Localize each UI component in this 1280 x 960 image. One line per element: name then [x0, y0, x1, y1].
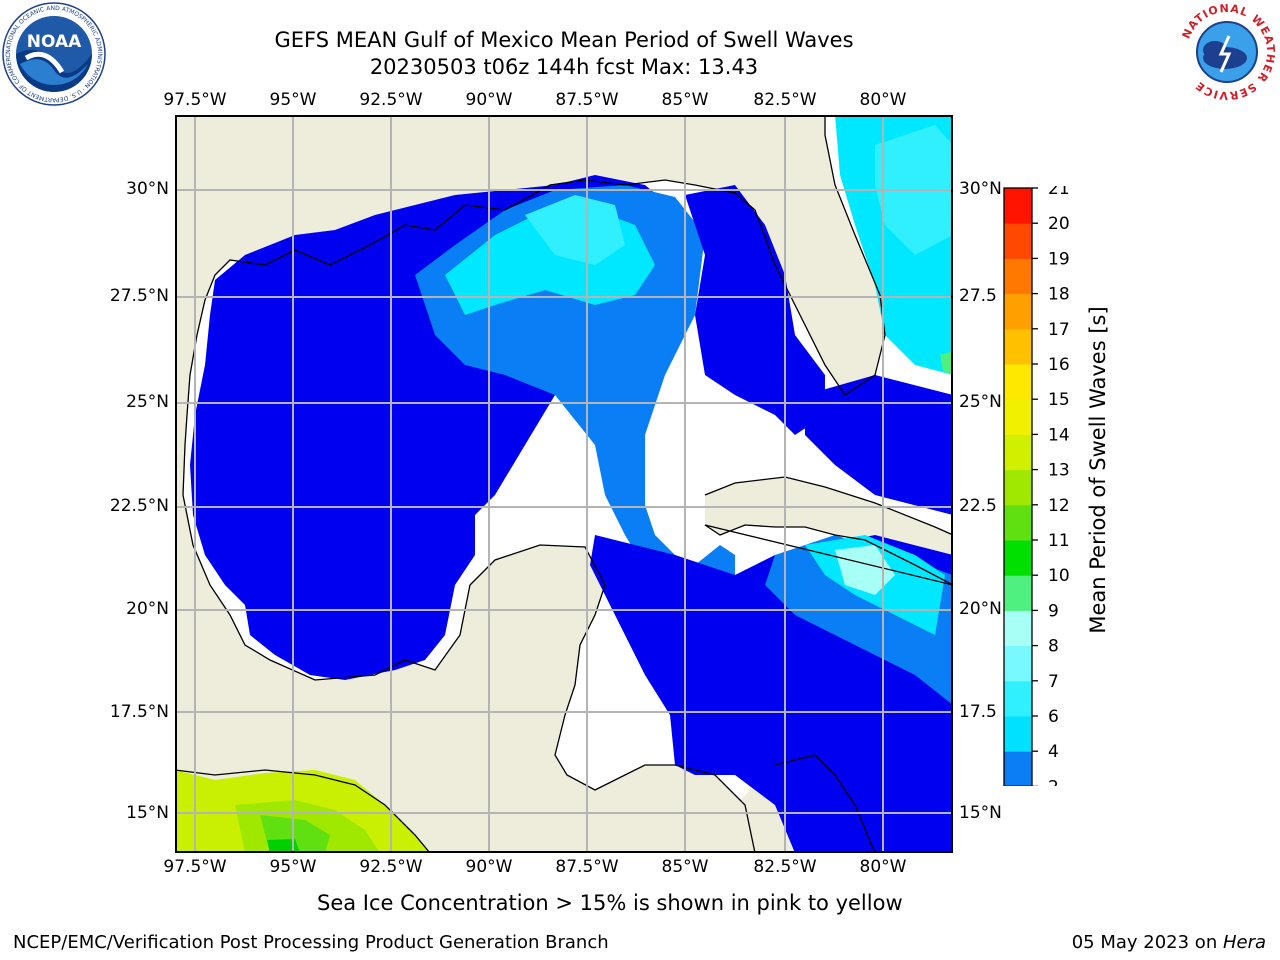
lon-tick-bottom: 82.5°W [753, 857, 817, 877]
colorbar-segment [1004, 399, 1032, 435]
colorbar-segment [1004, 680, 1032, 717]
lon-tick-bottom: 92.5°W [359, 857, 423, 877]
colorbar-tick-label: 18 [1048, 285, 1070, 305]
colorbar-segment [1004, 469, 1032, 506]
lon-tick-top: 85°W [661, 90, 709, 110]
colorbar-tick-label: 13 [1048, 461, 1070, 481]
colorbar-tick-label: 17 [1048, 320, 1070, 340]
colorbar-tick-label: 21 [1048, 186, 1070, 199]
credit-text: NCEP/EMC/Verification Post Processing Pr… [13, 932, 609, 953]
colorbar-tick-label: 11 [1048, 531, 1070, 551]
lon-tick-bottom: 87.5°W [555, 857, 619, 877]
host-label: Hera [1222, 932, 1266, 953]
colorbar-segment [1004, 716, 1032, 752]
colorbar-segment [1004, 645, 1032, 682]
lat-tick-left: 15°N [126, 803, 169, 823]
lat-tick-left: 20°N [126, 599, 169, 619]
colorbar-tick-label: 2 [1048, 777, 1059, 786]
colorbar-segment [1004, 364, 1032, 400]
colorbar-tick-label: 16 [1048, 355, 1070, 375]
lat-tick-right: 30°N [959, 179, 1002, 199]
colorbar-label: Mean Period of Swell Waves [s] [1086, 306, 1110, 634]
lat-tick-left: 27.5°N [109, 286, 169, 306]
lat-tick-left: 22.5°N [109, 496, 169, 516]
nws-logo-icon: NATIONAL WEATHER SERVICE [1176, 1, 1278, 103]
lon-tick-top: 82.5°W [753, 90, 817, 110]
lat-tick-left: 30°N [126, 179, 169, 199]
lat-tick-right: 15°N [959, 803, 1002, 823]
noaa-logo-icon: NATIONAL OCEANIC AND ATMOSPHERIC ADMINIS… [0, 0, 106, 106]
colorbar-segment [1004, 434, 1032, 471]
colorbar-segment [1004, 328, 1032, 365]
colorbar-tick-label: 10 [1048, 566, 1070, 586]
map-subtitle: 20230503 t06z 144h fcst Max: 13.43 [369, 55, 759, 79]
lon-tick-bottom: 90°W [465, 857, 513, 877]
graticule [175, 115, 953, 853]
lon-tick-top: 87.5°W [555, 90, 619, 110]
colorbar-tick-label: 19 [1048, 249, 1070, 269]
swell-field-layer [175, 115, 953, 853]
lon-tick-top: 80°W [859, 90, 907, 110]
date-text: 05 May 2023 on Hera [1072, 932, 1266, 953]
nws-logo: NATIONAL WEATHER SERVICE [1175, 0, 1279, 108]
colorbar-segment [1004, 293, 1032, 330]
colorbar-segment [1004, 575, 1032, 611]
colorbar-tick-label: 9 [1048, 601, 1059, 621]
lat-tick-right: 20°N [959, 599, 1002, 619]
colorbar-tick-label: 7 [1048, 672, 1059, 692]
colorbar-tick-label: 15 [1048, 390, 1070, 410]
map-title: GEFS MEAN Gulf of Mexico Mean Period of … [274, 28, 854, 52]
lat-tick-left: 17.5°N [109, 702, 169, 722]
colorbar-segment [1004, 223, 1032, 259]
colorbar-segment [1004, 540, 1032, 576]
lon-tick-bottom: 95°W [269, 857, 317, 877]
colorbar-segment [1004, 504, 1032, 541]
lon-tick-top: 97.5°W [163, 90, 227, 110]
lon-tick-bottom: 85°W [661, 857, 709, 877]
noaa-name-text: NOAA [27, 32, 82, 52]
colorbar-segment [1004, 188, 1032, 224]
coastline-layer [174, 115, 954, 854]
colorbar-tick-label: 4 [1048, 742, 1059, 762]
map-border [175, 115, 953, 853]
colorbar-tick-label: 20 [1048, 214, 1070, 234]
lat-tick-left: 25°N [126, 392, 169, 412]
lat-tick-right: 25°N [959, 392, 1002, 412]
lon-tick-bottom: 97.5°W [163, 857, 227, 877]
lat-tick-right: 27.5 [959, 286, 997, 306]
sea-ice-note: Sea Ice Concentration > 15% is shown in … [317, 891, 903, 915]
lat-tick-right: 22.5 [959, 496, 997, 516]
colorbar-segment [1004, 258, 1032, 295]
colorbar-tick-label: 14 [1048, 425, 1070, 445]
lat-tick-right: 17.5 [959, 702, 997, 722]
colorbar-segment [1004, 610, 1032, 647]
colorbar-tick-label: 6 [1048, 707, 1059, 727]
lon-tick-bottom: 80°W [859, 857, 907, 877]
lon-tick-top: 90°W [465, 90, 513, 110]
colorbar-tick-label: 12 [1048, 496, 1070, 516]
colorbar-tick-label: 8 [1048, 637, 1059, 657]
map-canvas [174, 115, 954, 854]
lon-tick-top: 92.5°W [359, 90, 423, 110]
noaa-logo: NATIONAL OCEANIC AND ATMOSPHERIC ADMINIS… [0, 0, 106, 110]
lon-tick-top: 95°W [269, 90, 317, 110]
colorbar-segment [1004, 751, 1032, 787]
map-panel [174, 115, 954, 854]
date-label: 05 May 2023 on [1071, 932, 1223, 953]
